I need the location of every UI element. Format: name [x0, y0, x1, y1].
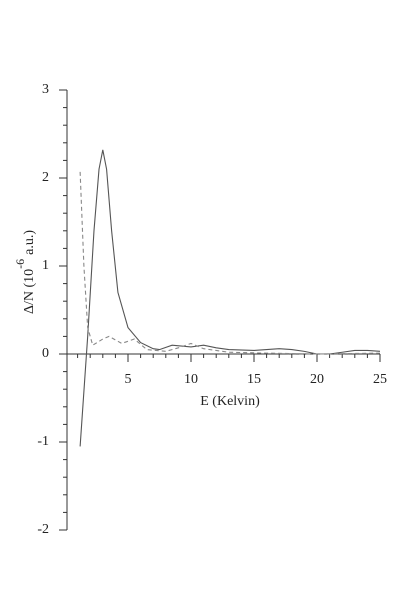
x-tick-label: 10: [184, 372, 198, 387]
y-tick-label: 1: [42, 258, 49, 273]
x-tick-label: 15: [247, 372, 261, 387]
x-tick-label: 25: [373, 372, 387, 387]
y-axis-label: Δ/N (10-6 a.u.): [13, 230, 37, 314]
x-axis-label: E (Kelvin): [200, 394, 260, 409]
y-tick-label: 2: [42, 170, 49, 185]
y-label-exponent: -6: [13, 259, 27, 269]
y-label-main: Δ/N (10: [22, 269, 37, 314]
y-tick-label: -1: [37, 434, 49, 449]
x-tick-label: 20: [310, 372, 324, 387]
y-tick-label: 0: [42, 346, 49, 361]
y-tick-label: -2: [37, 522, 49, 537]
y-tick-label: 3: [42, 82, 49, 97]
data-line: [79, 149, 381, 447]
y-label-unit: a.u.): [22, 230, 37, 255]
data-line: [79, 171, 381, 355]
x-tick-label: 5: [125, 372, 132, 387]
